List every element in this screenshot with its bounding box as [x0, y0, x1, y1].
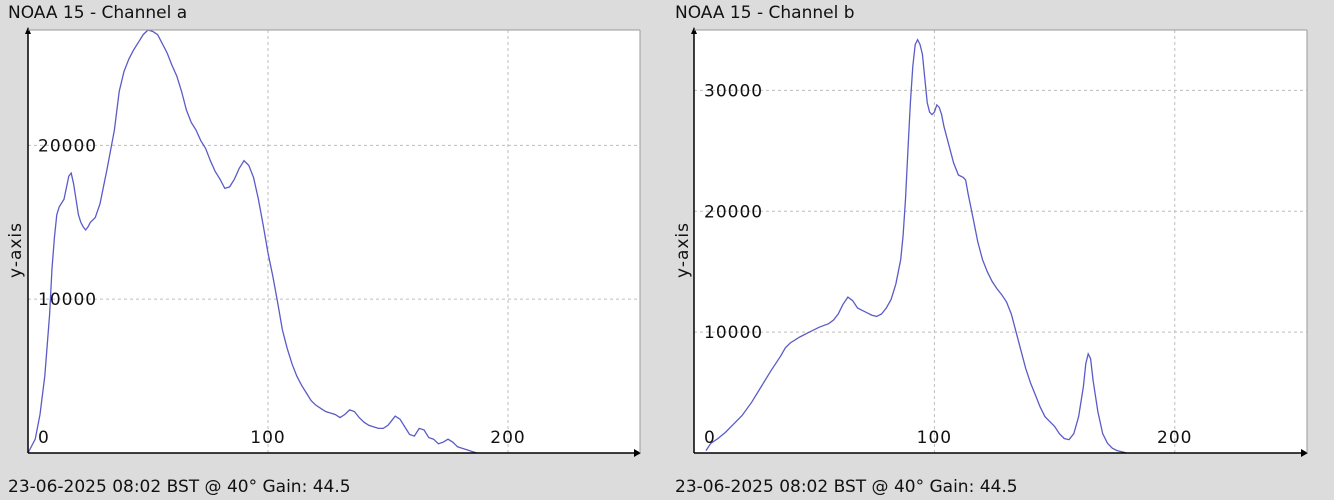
y-tick-label: 30000: [704, 81, 763, 101]
x-tick-label: 0: [38, 428, 50, 448]
x-tick-label: 200: [1157, 428, 1192, 448]
chart-title: NOAA 15 - Channel a: [8, 3, 188, 23]
chart-panel-channel-b: 0 100 200 10000 20000 30000 y-axis NOAA 15 - C…: [667, 0, 1327, 500]
series-line: [705, 38, 1127, 454]
chart-channel-a: 0 100 200 10000 20000 y-axis: [6, 27, 641, 457]
y-axis-label: y-axis: [673, 222, 693, 278]
chart-footer: 23-06-2025 08:02 BST @ 40° Gain: 44.5: [8, 477, 351, 497]
y-tick-label: 10000: [38, 290, 97, 310]
chart-title: NOAA 15 - Channel b: [675, 3, 855, 23]
chart-panel-channel-a: 0 100 200 10000 20000 y-axis NOAA 15 - Channe…: [0, 0, 660, 500]
y-tick-label: 20000: [704, 202, 763, 222]
x-tick-label: 100: [917, 428, 952, 448]
x-axis-arrow: [634, 449, 641, 457]
x-tick-label: 200: [490, 428, 525, 448]
plot-background: [694, 30, 1307, 453]
x-tick-label: 100: [250, 428, 285, 448]
y-tick-label: 20000: [38, 136, 97, 156]
chart-footer: 23-06-2025 08:02 BST @ 40° Gain: 44.5: [675, 477, 1018, 497]
series-line: [27, 29, 477, 454]
plot-background: [28, 30, 640, 453]
chart-channel-b: 0 100 200 10000 20000 30000 y-axis: [673, 27, 1308, 457]
x-tick-label: 0: [704, 428, 716, 448]
y-axis-label: y-axis: [6, 222, 26, 278]
x-axis-arrow: [1301, 449, 1308, 457]
y-tick-label: 10000: [704, 323, 763, 343]
